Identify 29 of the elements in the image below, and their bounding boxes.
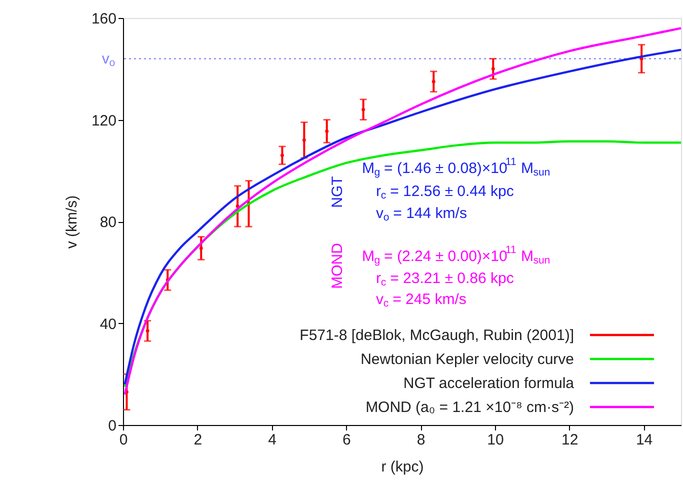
- point: [280, 154, 284, 158]
- legend-label: NGT acceleration formula: [403, 375, 575, 392]
- point: [432, 80, 436, 84]
- legend-label: MOND (a₀ = 1.21 ×10⁻⁸ cm·s⁻²): [366, 399, 574, 416]
- x-tick-label: 10: [487, 432, 504, 448]
- y-axis-title: v (km/s): [63, 195, 80, 249]
- point: [302, 138, 306, 142]
- point: [146, 329, 150, 333]
- x-tick-label: 2: [194, 432, 202, 448]
- x-tick-label: 0: [119, 432, 128, 448]
- legend-label: F571-8 [deBlok, McGaugh, Rubin (2001)]: [300, 327, 574, 344]
- x-tick-label: 8: [416, 432, 426, 448]
- x-tick-label: 14: [636, 432, 653, 448]
- x-tick-label: 12: [562, 432, 578, 448]
- point: [362, 108, 366, 112]
- x-tick-label: 4: [268, 432, 276, 448]
- y-tick-label: 0: [108, 418, 116, 434]
- annotation: NGT: [329, 176, 346, 208]
- annotation: MOND: [329, 242, 346, 289]
- point: [199, 246, 203, 250]
- y-tick-label: 160: [91, 10, 116, 28]
- y-tick-label: 40: [100, 316, 116, 333]
- legend-label: Newtonian Kepler velocity curve: [360, 351, 574, 368]
- point: [491, 67, 495, 71]
- x-tick-label: 6: [342, 432, 351, 448]
- y-tick-label: 80: [100, 214, 116, 231]
- x-axis-title: r (kpc): [381, 458, 424, 476]
- point: [325, 129, 329, 133]
- y-tick-label: 120: [91, 112, 116, 130]
